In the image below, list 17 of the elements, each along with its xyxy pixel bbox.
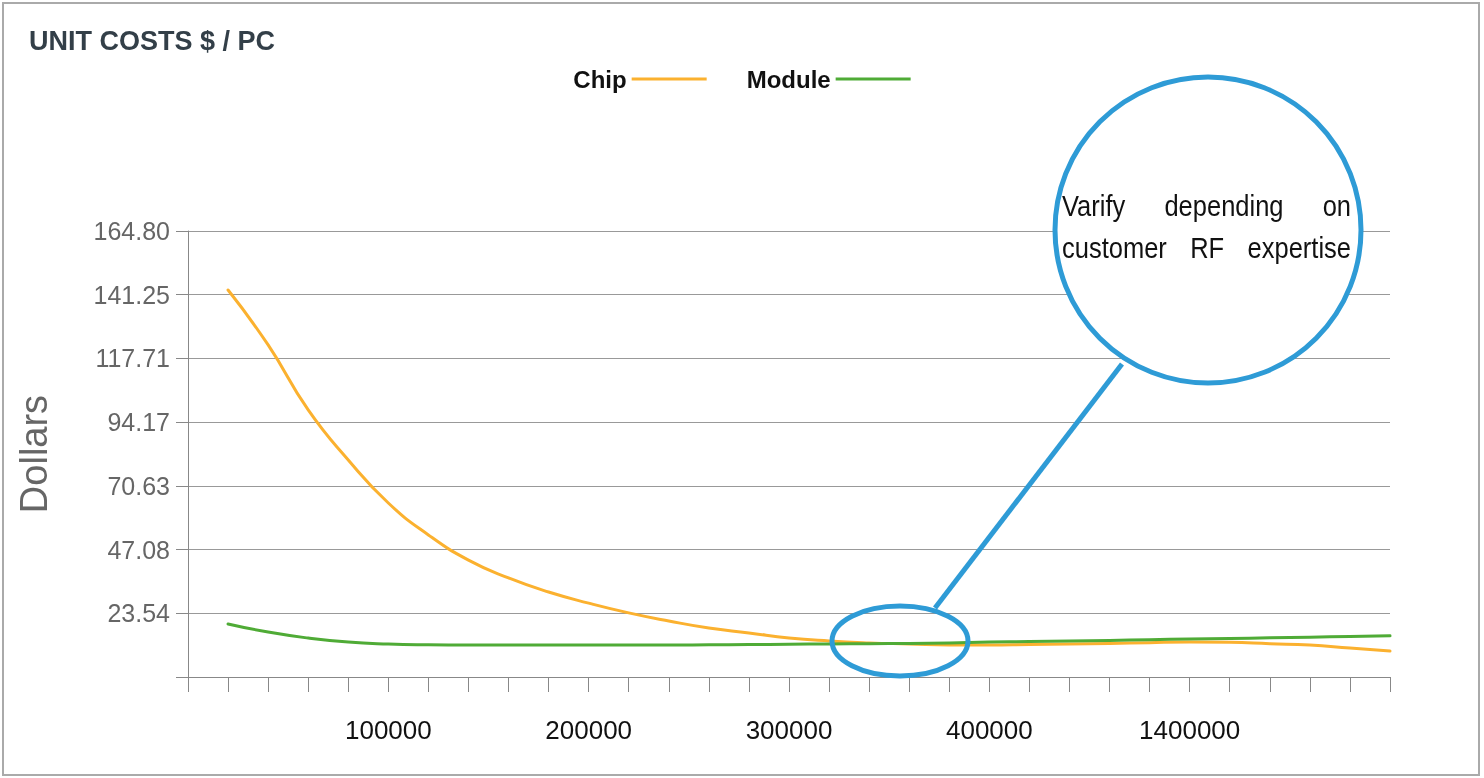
y-axis-title: Dollars [13,394,55,514]
x-tick-label: 1400000 [1139,715,1241,745]
x-tick-label: 300000 [745,715,833,745]
y-tick-label: 23.54 [107,599,171,628]
annotation: Varify depending on customer RF expertise [1062,188,1351,266]
y-tick-label: 47.08 [107,535,170,564]
x-tick-label: 100000 [344,715,432,745]
y-tick-label: 141.25 [93,280,170,309]
x-tick-label: 200000 [545,715,633,745]
y-tick-label: 70.63 [107,471,170,500]
chart-title: UNIT COSTS $ / PC [29,25,276,56]
y-tick-label: 164.80 [93,217,170,245]
legend-label: Module [746,65,831,93]
x-tick-label: 400000 [945,715,1033,745]
y-tick-label: 117.71 [95,344,170,373]
y-tick-label: 94.17 [107,408,170,437]
legend-label: Chip [573,65,627,93]
